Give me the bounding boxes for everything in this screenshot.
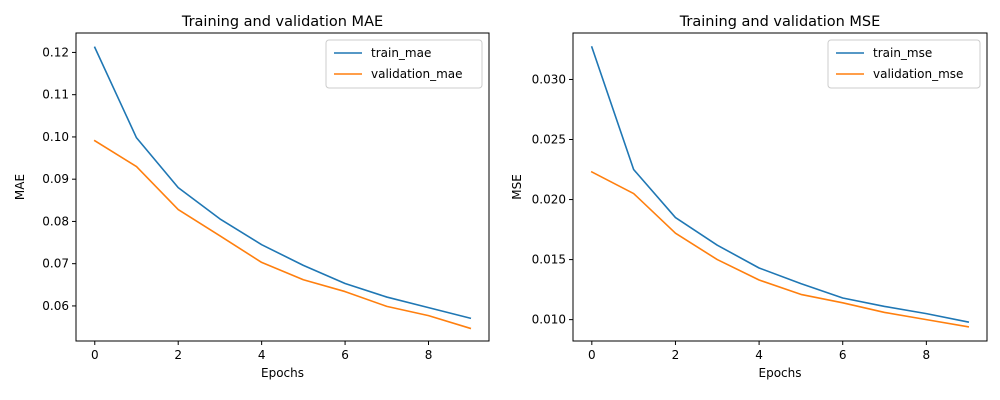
x-tick-label: 4 bbox=[755, 348, 763, 362]
y-tick-label: 0.025 bbox=[532, 133, 566, 147]
y-tick-label: 0.010 bbox=[532, 313, 566, 327]
chart-title: Training and validation MSE bbox=[679, 14, 881, 30]
legend-label-train_mae: train_mae bbox=[371, 46, 431, 60]
chart-panel-0: 0 2 4 6 8 0.06 0.07 0.08 0.09 0.10 0.11 0.12 Trainin… bbox=[13, 14, 490, 380]
legend-label-validation_mse: validation_mse bbox=[873, 67, 963, 81]
plot-frame bbox=[75, 32, 490, 342]
series-line-validation_mae bbox=[93, 139, 472, 330]
y-tick-label: 0.015 bbox=[532, 253, 566, 267]
y-tick-label: 0.06 bbox=[42, 299, 69, 313]
chart-title: Training and validation MAE bbox=[181, 14, 383, 30]
x-tick-label: 0 bbox=[91, 348, 99, 362]
y-tick-label: 0.09 bbox=[42, 172, 69, 186]
legend-box bbox=[827, 39, 981, 89]
legend: train_mae validation_mae bbox=[325, 39, 483, 89]
y-axis-label: MSE bbox=[510, 174, 524, 200]
series-line-validation_mse bbox=[590, 170, 970, 328]
legend-label-validation_mae: validation_mae bbox=[371, 67, 463, 81]
y-tick-label: 0.07 bbox=[42, 257, 69, 271]
y-tick-label: 0.11 bbox=[42, 88, 69, 102]
x-tick-label: 4 bbox=[258, 348, 266, 362]
y-tick-label: 0.030 bbox=[532, 72, 566, 86]
legend-label-train_mse: train_mse bbox=[873, 46, 932, 60]
y-tick-label: 0.08 bbox=[42, 214, 69, 228]
legend: train_mse validation_mse bbox=[827, 39, 981, 89]
x-tick-label: 6 bbox=[839, 348, 847, 362]
x-tick-label: 8 bbox=[425, 348, 433, 362]
series-line-train_mse bbox=[590, 46, 970, 323]
y-tick-label: 0.12 bbox=[42, 45, 69, 59]
x-tick-label: 6 bbox=[341, 348, 349, 362]
y-axis-label: MAE bbox=[13, 174, 27, 200]
y-tick-label: 0.020 bbox=[532, 193, 566, 207]
x-tick-label: 2 bbox=[174, 348, 182, 362]
x-tick-label: 2 bbox=[672, 348, 680, 362]
legend-box bbox=[325, 39, 483, 89]
chart-panel-1: 0 2 4 6 8 0.010 0.015 0.020 0.025 0.030 Training a… bbox=[510, 14, 988, 380]
x-axis-label: Epochs bbox=[759, 366, 802, 380]
plot-frame bbox=[572, 32, 988, 342]
x-tick-label: 8 bbox=[923, 348, 931, 362]
x-axis-label: Epochs bbox=[261, 366, 304, 380]
series-line-train_mae bbox=[93, 46, 472, 320]
y-tick-label: 0.10 bbox=[42, 130, 69, 144]
x-tick-label: 0 bbox=[588, 348, 596, 362]
